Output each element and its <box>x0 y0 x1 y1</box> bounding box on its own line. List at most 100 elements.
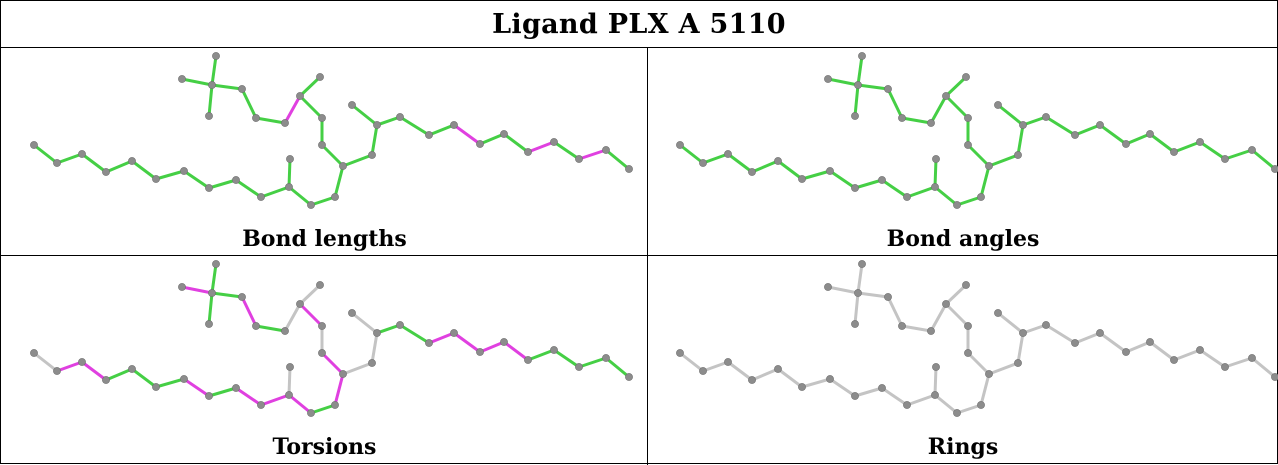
bond-ok <box>1021 115 1048 127</box>
bond-ok <box>776 159 804 181</box>
bond-unassessed <box>298 283 322 306</box>
bond-ok <box>1098 123 1128 146</box>
atom <box>1019 329 1027 337</box>
bond-ok <box>287 185 313 207</box>
bond-unassessed <box>1172 348 1202 362</box>
atom <box>824 75 832 83</box>
atom <box>318 322 326 330</box>
atom <box>257 401 265 409</box>
atom <box>296 300 304 308</box>
atom <box>286 155 294 163</box>
atom <box>281 327 289 335</box>
bond-ok <box>853 178 884 190</box>
bond-ok <box>298 75 322 98</box>
bond-ok <box>905 185 937 199</box>
atom <box>927 119 935 127</box>
atom <box>774 365 782 373</box>
bond-ok <box>130 367 158 389</box>
atom <box>252 322 260 330</box>
bond-outlier <box>234 386 263 407</box>
atom <box>476 140 484 148</box>
atom <box>524 356 532 364</box>
bond-ok <box>259 185 291 199</box>
atom <box>500 130 508 138</box>
row-divider <box>1 255 1277 256</box>
bond-unassessed <box>1073 331 1102 345</box>
bond-ok <box>375 323 402 335</box>
bond-unassessed <box>350 311 379 335</box>
atom <box>1221 363 1229 371</box>
atom <box>858 52 866 60</box>
bond-unassessed <box>979 372 991 407</box>
atom <box>281 119 289 127</box>
bond-ok <box>309 195 337 207</box>
atom <box>450 329 458 337</box>
atom <box>232 384 240 392</box>
atom <box>985 162 993 170</box>
bond-ok <box>398 115 431 137</box>
atom <box>903 193 911 201</box>
atom <box>798 383 806 391</box>
atom <box>676 349 684 357</box>
caption-rings: Rings <box>927 434 999 460</box>
bond-ok <box>298 94 324 120</box>
bond-ok <box>1198 140 1227 161</box>
atom <box>1196 138 1204 146</box>
bond-outlier <box>180 285 214 295</box>
atom <box>180 167 188 175</box>
caption-bond-lengths: Bond lengths <box>242 226 407 252</box>
atom <box>425 131 433 139</box>
molecule-bond-angles <box>676 52 1278 209</box>
atom <box>252 114 260 122</box>
atom <box>985 370 993 378</box>
atom <box>285 183 293 191</box>
atom <box>238 85 246 93</box>
bond-unassessed <box>900 324 933 333</box>
bond-unassessed <box>880 386 909 407</box>
atom <box>1170 356 1178 364</box>
atom <box>450 121 458 129</box>
atom <box>1071 339 1079 347</box>
atom <box>851 112 859 120</box>
bond-ok <box>207 291 214 326</box>
atom <box>851 392 859 400</box>
atom <box>318 349 326 357</box>
atom <box>500 338 508 346</box>
bond-ok <box>900 116 933 125</box>
bond-ok <box>552 140 581 161</box>
atom <box>898 322 906 330</box>
bond-ok <box>1073 123 1102 137</box>
bond-unassessed <box>886 295 904 328</box>
bond-ok <box>856 83 890 91</box>
bond-outlier <box>502 340 530 362</box>
bond-ok <box>254 324 287 333</box>
bond-ok <box>701 152 730 165</box>
atom <box>962 281 970 289</box>
atom <box>348 101 356 109</box>
molecule-bond-lengths <box>30 52 633 209</box>
atom <box>826 375 834 383</box>
bond-ok <box>604 148 631 171</box>
caption-bond-angles: Bond angles <box>886 226 1040 252</box>
atom <box>396 113 404 121</box>
atom <box>878 384 886 392</box>
bond-unassessed <box>856 262 864 295</box>
bond-unassessed <box>1016 331 1025 365</box>
bond-ok <box>104 367 134 382</box>
bond-unassessed <box>933 393 959 415</box>
atom <box>824 283 832 291</box>
bond-outlier <box>287 393 313 415</box>
ligand-title: Ligand PLX A 5110 <box>492 8 786 40</box>
bond-outlier <box>240 295 258 328</box>
atom <box>1042 321 1050 329</box>
bond-ok <box>726 152 754 174</box>
bond-ok <box>240 87 258 120</box>
bond-ok <box>130 159 158 181</box>
bond-ok <box>856 54 864 87</box>
atom <box>724 150 732 158</box>
atom <box>602 146 610 154</box>
atom <box>942 300 950 308</box>
bond-unassessed <box>929 302 948 333</box>
bond-unassessed <box>1148 340 1176 362</box>
atom <box>524 148 532 156</box>
